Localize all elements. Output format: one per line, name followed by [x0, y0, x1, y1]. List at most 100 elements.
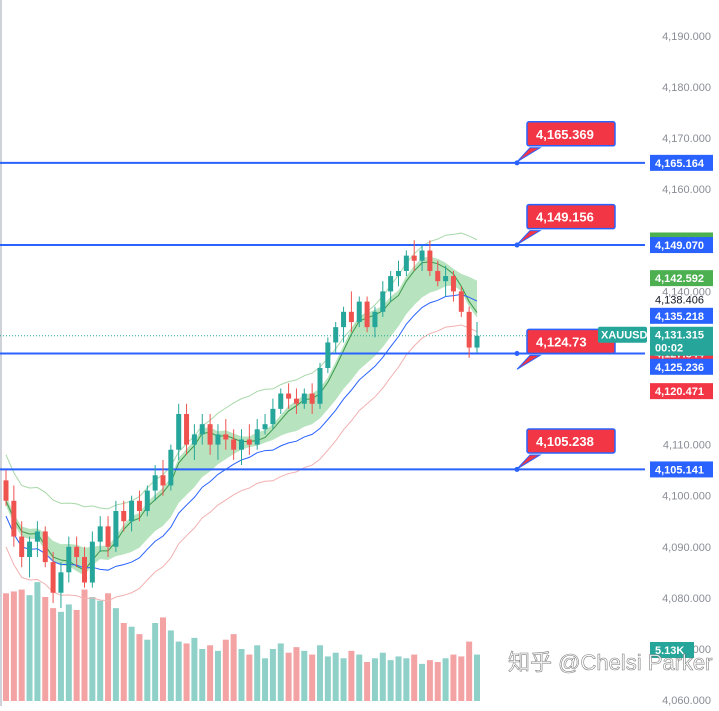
callout-pointer	[516, 454, 542, 470]
volume-bar	[419, 663, 426, 701]
price-tag-label: 4,142.592	[655, 273, 704, 285]
candle-body	[105, 526, 111, 547]
candle-body	[458, 291, 464, 312]
volume-bar	[57, 611, 64, 701]
volume-bar	[442, 658, 449, 701]
volume-bars	[3, 582, 480, 701]
volume-bar	[112, 608, 119, 701]
volume-bar	[42, 597, 49, 701]
candle-body	[450, 276, 456, 292]
volume-bar	[230, 634, 237, 701]
price-tag[interactable]	[650, 270, 713, 287]
candle-body	[121, 511, 127, 522]
volume-bar	[285, 652, 292, 701]
candle-body	[364, 301, 370, 328]
price-tag[interactable]	[650, 358, 713, 375]
candle-body	[50, 562, 56, 593]
price-tag[interactable]	[650, 237, 713, 254]
volume-bar	[73, 610, 80, 701]
volume-bar	[348, 650, 355, 701]
candle-body	[419, 250, 425, 261]
candle-body	[74, 546, 80, 557]
volume-bar	[450, 654, 457, 701]
volume-bar	[301, 650, 308, 701]
volume-bar	[238, 649, 245, 701]
candle-body	[278, 393, 284, 409]
price-tag-label: 4,135.218	[655, 311, 704, 323]
volume-bar	[152, 623, 159, 701]
candle-body	[207, 424, 213, 445]
price-tag-label: 4,149.070	[655, 240, 704, 252]
symbol-tag[interactable]	[598, 326, 647, 343]
volume-bar	[466, 641, 473, 701]
candle-body	[82, 556, 87, 583]
volume-bar	[332, 652, 339, 701]
candle-body	[348, 311, 354, 323]
volume-bar	[105, 593, 112, 701]
candle-body	[466, 311, 472, 348]
candles	[3, 240, 480, 609]
volume-bar	[371, 658, 378, 701]
y-tick-label: 4,140.000	[662, 286, 711, 298]
price-tag[interactable]	[650, 383, 713, 400]
candle-body	[317, 368, 323, 404]
candle-body	[341, 311, 347, 328]
candle-body	[152, 475, 158, 491]
volume-bar	[167, 630, 174, 701]
volume-tag[interactable]	[650, 642, 694, 658]
price-axis[interactable]: 4,190.0004,180.0004,170.0004,160.0004,15…	[650, 31, 713, 707]
cloud-area	[6, 256, 477, 576]
watermark-text: 知乎 @Chelsi Parker	[508, 650, 713, 675]
candle-body	[136, 500, 142, 512]
callout-box[interactable]	[526, 121, 616, 147]
callout-label: 4,124.73	[536, 334, 587, 349]
candle-body	[215, 434, 221, 445]
volume-bar	[364, 662, 371, 701]
callout-box[interactable]	[526, 428, 616, 454]
volume-bar	[340, 658, 347, 701]
volume-bar	[246, 654, 253, 701]
candle-body	[396, 270, 401, 277]
candle-body	[223, 434, 229, 440]
volume-bar	[474, 654, 480, 701]
volume-bar	[317, 645, 323, 701]
price-callouts: 4,165.369 4,149.156 4,124.73 4,105.238 XAUUS…	[516, 121, 648, 470]
y-tick-label: 4,080.000	[662, 593, 711, 605]
candle-body	[58, 572, 64, 593]
callout-box[interactable]	[526, 203, 616, 230]
y-tick-label: 4,060.000	[662, 695, 711, 706]
volume-bar	[269, 649, 276, 701]
candle-body	[89, 541, 95, 583]
volume-bar	[199, 649, 206, 701]
volume-bar	[81, 589, 88, 701]
callout-label: 4,105.238	[536, 434, 594, 449]
price-tag[interactable]	[650, 461, 713, 478]
candle-body	[262, 424, 268, 430]
candle-body	[113, 511, 119, 547]
y-tick-label: 4,110.000	[663, 440, 711, 452]
volume-bar	[214, 650, 221, 701]
candle-body	[144, 490, 150, 512]
current-price-tag[interactable]	[650, 326, 713, 356]
candle-body	[3, 480, 9, 501]
volume-bar	[309, 654, 316, 701]
candle-body	[380, 291, 386, 312]
price-tag[interactable]	[650, 307, 713, 324]
volume-bar	[191, 637, 198, 701]
candle-body	[27, 541, 33, 557]
candle-body	[427, 250, 433, 271]
symbol-label: XAUUSD	[601, 330, 648, 342]
volume-bar	[120, 623, 127, 701]
y-tick-label: 4,180.000	[662, 82, 711, 94]
candle-body	[191, 434, 197, 445]
volume-bar	[207, 645, 214, 701]
callout-pointer	[516, 147, 542, 163]
price-tag[interactable]	[650, 154, 713, 171]
candle-body	[293, 398, 299, 404]
volume-bar	[128, 626, 135, 701]
level-anchor-dot[interactable]	[514, 350, 520, 356]
candle-body	[246, 439, 252, 445]
volume-bar	[458, 656, 465, 701]
y-tick-label: 4,090.000	[662, 542, 711, 554]
